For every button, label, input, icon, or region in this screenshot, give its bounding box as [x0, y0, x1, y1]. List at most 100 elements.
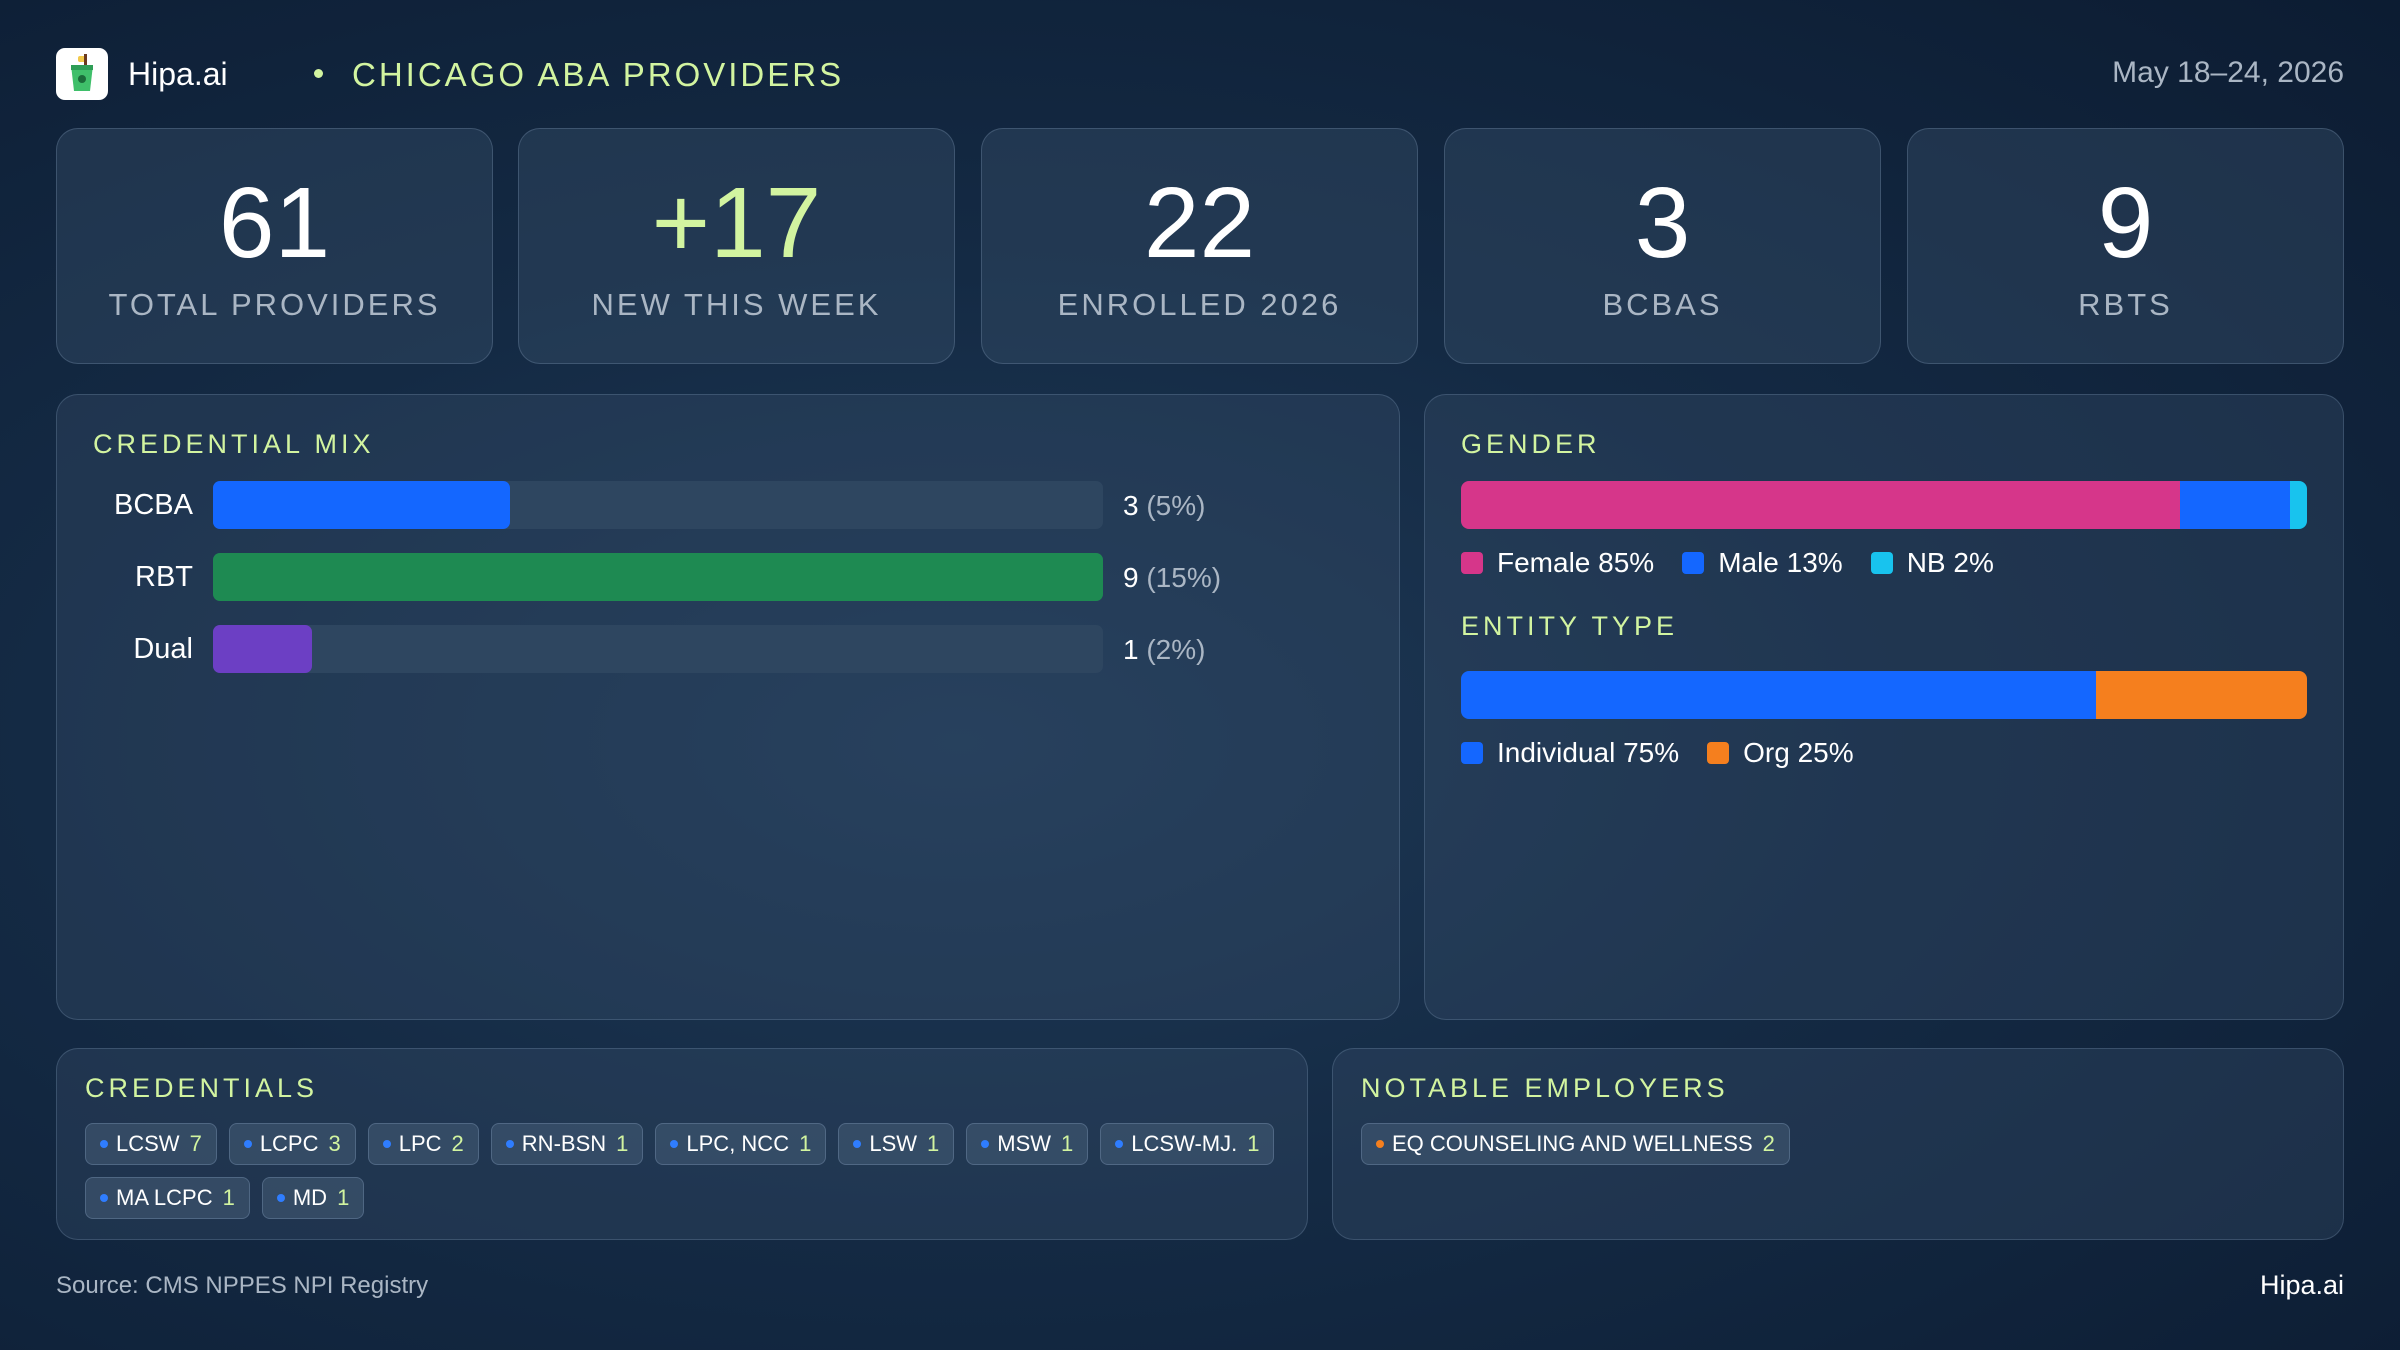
- bar-label-bcba: BCBA: [114, 489, 193, 521]
- panel-title: CREDENTIALS: [85, 1073, 319, 1103]
- stat-card-rbts: 9 RBTS: [1907, 128, 2344, 364]
- title-separator-dot: [314, 69, 323, 78]
- bar-label-rbt: RBT: [135, 561, 193, 593]
- bullet-dot: [243, 1140, 252, 1148]
- bar-label-dual: Dual: [133, 633, 193, 665]
- stat-card-new-this-week: +17 NEW THIS WEEK: [518, 128, 955, 364]
- legend-swatch: [1461, 552, 1483, 574]
- employer-count: 2: [1762, 1131, 1775, 1156]
- credential-name: MD: [292, 1185, 328, 1210]
- legend-swatch: [1870, 552, 1893, 574]
- legend-label: Org 25%: [1743, 737, 1854, 768]
- employers-panel: NOTABLE EMPLOYERS EQ COUNSELING AND WELL…: [1332, 1048, 2344, 1240]
- credential-mix-panel: CREDENTIAL MIX BCBA 3 (5%) RBT 9 (15%) D…: [56, 394, 1400, 1020]
- legend-label: Male 13%: [1718, 547, 1843, 578]
- stat-value: 9: [2097, 167, 2154, 279]
- credential-count: 7: [189, 1131, 202, 1156]
- credential-chip: LCSW 7: [85, 1123, 217, 1165]
- credential-name: LSW: [869, 1131, 918, 1156]
- credential-chip: RN-BSN 1: [490, 1123, 644, 1165]
- legend-item-male: Male 13%: [1682, 547, 1843, 579]
- stat-label: RBTS: [2078, 287, 2173, 322]
- credential-count: 1: [927, 1131, 940, 1156]
- legend-item-org: Org 25%: [1707, 737, 1854, 769]
- bullet-dot: [100, 1140, 108, 1148]
- entity-legend: Individual 75% Org 25%: [1461, 737, 1882, 769]
- credential-name: RN-BSN: [521, 1131, 607, 1156]
- bar-track-bcba: [213, 481, 1103, 529]
- legend-swatch: [1682, 552, 1705, 574]
- credential-name: LCPC: [259, 1131, 319, 1156]
- bar-track-rbt: [213, 553, 1103, 601]
- entity-type-title: ENTITY TYPE: [1461, 611, 1679, 641]
- credential-name: LPC, NCC: [686, 1131, 790, 1156]
- segment-org: [2095, 671, 2307, 719]
- header: Hipa.ai CHICAGO ABA PROVIDERS May 18–24,…: [56, 46, 2344, 102]
- credential-chip: LCSW-MJ. 1: [1100, 1123, 1275, 1165]
- credential-chip-list: LCSW 7 LCPC 3 LPC 2 RN-BSN 1 LPC, NCC 1 LSW 1 MSW 1 LC…: [85, 1123, 1295, 1231]
- credential-name: LCSW-MJ.: [1131, 1131, 1238, 1156]
- bar-rbt: [213, 553, 1103, 601]
- credential-chip: LPC 2: [367, 1123, 479, 1165]
- credential-count: 1: [337, 1185, 350, 1210]
- stat-value: 61: [218, 167, 331, 279]
- brand-name: Hipa.ai: [128, 56, 228, 92]
- bar-value-rbt: 9 (15%): [1123, 562, 1222, 593]
- employer-name: EQ COUNSELING AND WELLNESS: [1392, 1131, 1753, 1156]
- footer-brand: Hipa.ai: [2259, 1270, 2344, 1300]
- panel-title: CREDENTIAL MIX: [93, 429, 375, 459]
- credential-chip: LSW 1: [838, 1123, 955, 1165]
- credential-name: LPC: [398, 1131, 442, 1156]
- credential-chip: LCPC 3: [228, 1123, 356, 1165]
- credential-count: 1: [1061, 1131, 1074, 1156]
- page-title: CHICAGO ABA PROVIDERS: [352, 56, 845, 93]
- entity-stacked-bar: [1461, 671, 2307, 719]
- segment-individual: [1461, 671, 2096, 719]
- stat-value: 3: [1634, 167, 1691, 279]
- credentials-panel: CREDENTIALS LCSW 7 LCPC 3 LPC 2 RN-BSN 1 LPC, NC…: [56, 1048, 1308, 1240]
- bullet-dot: [670, 1140, 679, 1148]
- credential-chip: LPC, NCC 1: [655, 1123, 827, 1165]
- legend-label: Female 85%: [1497, 547, 1655, 578]
- credential-name: MA LCPC: [116, 1185, 213, 1210]
- stat-value: 22: [1143, 167, 1256, 279]
- credential-count: 1: [222, 1185, 235, 1210]
- legend-swatch: [1461, 742, 1483, 764]
- legend-item-individual: Individual 75%: [1461, 737, 1679, 769]
- legend-swatch: [1707, 742, 1730, 764]
- bullet-dot: [382, 1140, 391, 1148]
- legend-item-female: Female 85%: [1461, 547, 1654, 579]
- segment-female: [1461, 481, 2181, 529]
- credential-count: 1: [616, 1131, 629, 1156]
- date-range: May 18–24, 2026: [2112, 56, 2344, 89]
- gender-stacked-bar: [1461, 481, 2307, 529]
- bullet-dot: [1115, 1140, 1124, 1148]
- credential-chip: MA LCPC 1: [85, 1177, 250, 1219]
- demographics-panel: GENDER Female 85% Male 13% NB 2% ENTITY TY…: [1424, 394, 2344, 1020]
- credential-name: MSW: [997, 1131, 1052, 1156]
- stat-value: +17: [651, 167, 822, 279]
- bar-value-dual: 1 (2%): [1123, 634, 1206, 665]
- credential-count: 1: [799, 1131, 812, 1156]
- stat-card-total-providers: 61 TOTAL PROVIDERS: [56, 128, 493, 364]
- bullet-dot: [1376, 1140, 1384, 1148]
- bullet-dot: [276, 1194, 285, 1202]
- employer-chip-list: EQ COUNSELING AND WELLNESS 2: [1361, 1123, 2321, 1177]
- stat-label: BCBAS: [1602, 287, 1723, 322]
- cup-icon: [71, 54, 93, 91]
- credential-count: 1: [1247, 1131, 1260, 1156]
- bullet-dot: [505, 1140, 514, 1148]
- credential-count: 3: [328, 1131, 341, 1156]
- legend-item-nb: NB 2%: [1870, 547, 1994, 579]
- bullet-dot: [100, 1194, 108, 1202]
- stat-card-bcbas: 3 BCBAS: [1444, 128, 1881, 364]
- stat-label: NEW THIS WEEK: [591, 287, 882, 322]
- segment-male: [2180, 481, 2291, 529]
- source-note: Source: CMS NPPES NPI Registry: [56, 1272, 429, 1299]
- stat-label: TOTAL PROVIDERS: [108, 287, 441, 322]
- credential-name: LCSW: [116, 1131, 180, 1156]
- bar-value-bcba: 3 (5%): [1123, 490, 1206, 521]
- credential-count: 2: [451, 1131, 464, 1156]
- logo: [56, 48, 108, 100]
- gender-legend: Female 85% Male 13% NB 2%: [1461, 547, 2022, 579]
